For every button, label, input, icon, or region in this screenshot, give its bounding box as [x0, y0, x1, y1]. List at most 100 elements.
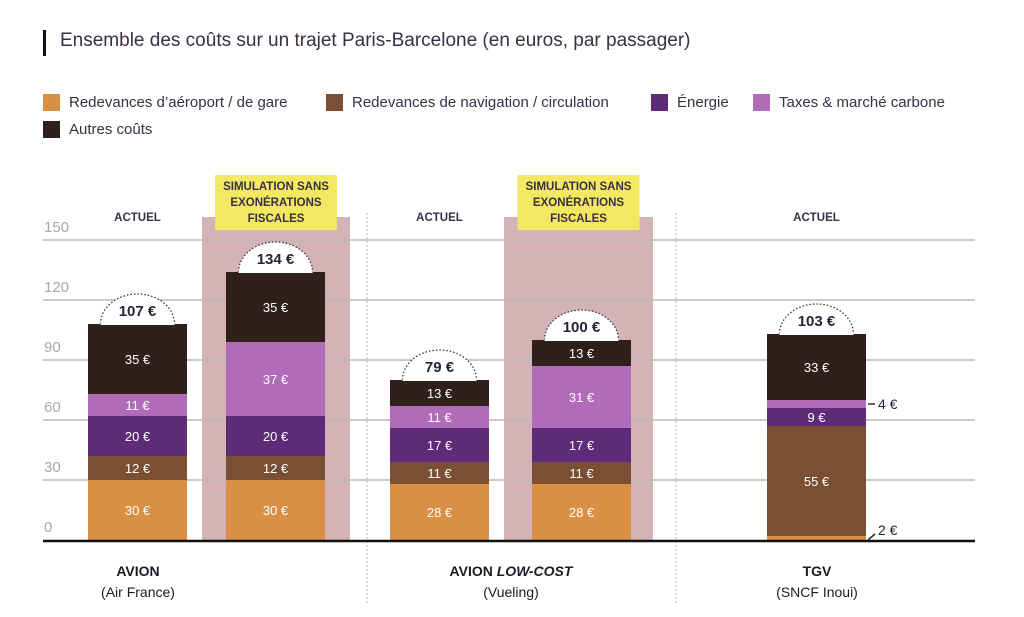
- category-name: TGV: [802, 563, 832, 579]
- scenario-label-simulation: SIMULATION SANS: [223, 181, 329, 193]
- chart-title-sub: (en euros, par passager): [477, 30, 691, 51]
- bar-segment: [532, 340, 631, 366]
- y-tick-label: 90: [44, 339, 61, 356]
- segment-label: 13 €: [427, 386, 453, 401]
- legend-swatch-aeroport: [43, 94, 60, 111]
- legend-label: Redevances de navigation / circulation: [352, 94, 609, 111]
- segment-label: 28 €: [569, 505, 595, 520]
- bar-segment: [390, 428, 489, 462]
- legend-label: Énergie: [677, 94, 729, 111]
- segment-label: 33 €: [804, 360, 830, 375]
- bar-segment: [88, 480, 187, 540]
- chart-title: Ensemble des coûts sur un trajet Paris-B…: [60, 30, 691, 52]
- legend-item-taxes: Taxes & marché carbone: [753, 94, 945, 111]
- segment-label: 17 €: [427, 438, 453, 453]
- total-dome: [401, 349, 478, 381]
- category-name: AVION: [116, 563, 160, 579]
- segment-label: 11 €: [427, 466, 452, 481]
- y-tick-label: 150: [44, 219, 69, 236]
- bar-segment: [88, 324, 187, 394]
- title-accent-bar: [43, 30, 46, 56]
- segment-label: 13 €: [569, 346, 595, 361]
- bar-segment: [226, 416, 325, 456]
- bar-segment: [226, 456, 325, 480]
- total-label: 107 €: [119, 303, 157, 320]
- segment-label: 30 €: [125, 503, 151, 518]
- scenario-label-simulation: FISCALES: [550, 213, 607, 225]
- callout-line: [867, 533, 876, 541]
- segment-label: 20 €: [125, 429, 151, 444]
- legend-item-navigation: Redevances de navigation / circulation: [326, 94, 609, 111]
- total-label: 79 €: [425, 359, 455, 376]
- bar-segment: [88, 416, 187, 456]
- bar-segment: [767, 426, 866, 536]
- segment-label: 12 €: [125, 461, 151, 476]
- segment-label: 9 €: [807, 410, 826, 425]
- category-label-avion: AVION (Air France): [38, 561, 238, 603]
- segment-label: 17 €: [569, 438, 595, 453]
- scenario-label-actuel: ACTUEL: [416, 212, 463, 224]
- segment-callout-label: 2 €: [878, 522, 898, 538]
- bar-segment: [532, 428, 631, 462]
- segment-callout-label: 4 €: [878, 396, 898, 412]
- total-label: 103 €: [798, 313, 836, 330]
- legend-label: Redevances d’aéroport / de gare: [69, 94, 288, 111]
- category-subtitle: (SNCF Inoui): [776, 584, 858, 600]
- category-name-italic: LOW-COST: [496, 563, 573, 579]
- category-label-avion-lowcost: AVION LOW-COST (Vueling): [411, 561, 611, 603]
- y-tick-label: 0: [44, 519, 52, 536]
- legend-item-energie: Énergie: [651, 94, 729, 111]
- total-label: 100 €: [563, 319, 601, 336]
- bar-segment: [767, 408, 866, 426]
- bar-segment: [88, 394, 187, 416]
- scenario-label-actuel: ACTUEL: [793, 212, 840, 224]
- category-subtitle: (Vueling): [483, 584, 539, 600]
- y-tick-label: 30: [44, 459, 61, 476]
- bar-segment: [390, 380, 489, 406]
- bar-segment: [88, 456, 187, 480]
- bar-segment: [226, 342, 325, 416]
- category-subtitle: (Air France): [101, 584, 175, 600]
- bar-segment: [226, 272, 325, 342]
- total-dome: [99, 293, 176, 325]
- segment-label: 11 €: [569, 466, 594, 481]
- scenario-label-simulation: EXONÉRATIONS: [230, 196, 321, 209]
- segment-label: 37 €: [263, 372, 289, 387]
- legend-label: Taxes & marché carbone: [779, 94, 945, 111]
- bar-segment: [226, 480, 325, 540]
- scenario-label-actuel: ACTUEL: [114, 212, 161, 224]
- category-name: AVION: [449, 563, 497, 579]
- legend-label: Autres coûts: [69, 121, 153, 138]
- segment-label: 12 €: [263, 461, 289, 476]
- category-label-tgv: TGV (SNCF Inoui): [717, 561, 917, 603]
- legend-item-autres: Autres coûts: [43, 121, 152, 138]
- segment-label: 11 €: [427, 410, 452, 425]
- bar-segment: [767, 400, 866, 408]
- scenario-label-simulation: FISCALES: [248, 213, 305, 225]
- total-dome: [543, 309, 620, 341]
- segment-label: 30 €: [263, 503, 289, 518]
- y-tick-label: 120: [44, 279, 69, 296]
- legend-item-aeroport: Redevances d’aéroport / de gare: [43, 94, 287, 111]
- legend-swatch-energie: [651, 94, 668, 111]
- bar-segment: [767, 536, 866, 540]
- segment-label: 35 €: [263, 300, 289, 315]
- bar-segment: [390, 406, 489, 428]
- total-dome: [778, 303, 855, 335]
- bar-segment: [532, 366, 631, 428]
- legend-swatch-autres: [43, 121, 60, 138]
- segment-label: 35 €: [125, 352, 151, 367]
- bar-segment: [767, 334, 866, 400]
- segment-label: 20 €: [263, 429, 289, 444]
- total-dome: [237, 241, 314, 273]
- chart-title-main: Ensemble des coûts sur un trajet Paris-B…: [60, 30, 478, 51]
- segment-label: 55 €: [804, 474, 830, 489]
- simulation-label-box: [215, 175, 337, 230]
- simulation-label-box: [517, 175, 640, 230]
- total-label: 134 €: [257, 251, 295, 268]
- segment-label: 28 €: [427, 505, 453, 520]
- bar-segment: [532, 462, 631, 484]
- segment-label: 31 €: [569, 390, 595, 405]
- legend-swatch-taxes: [753, 94, 770, 111]
- legend-swatch-navigation: [326, 94, 343, 111]
